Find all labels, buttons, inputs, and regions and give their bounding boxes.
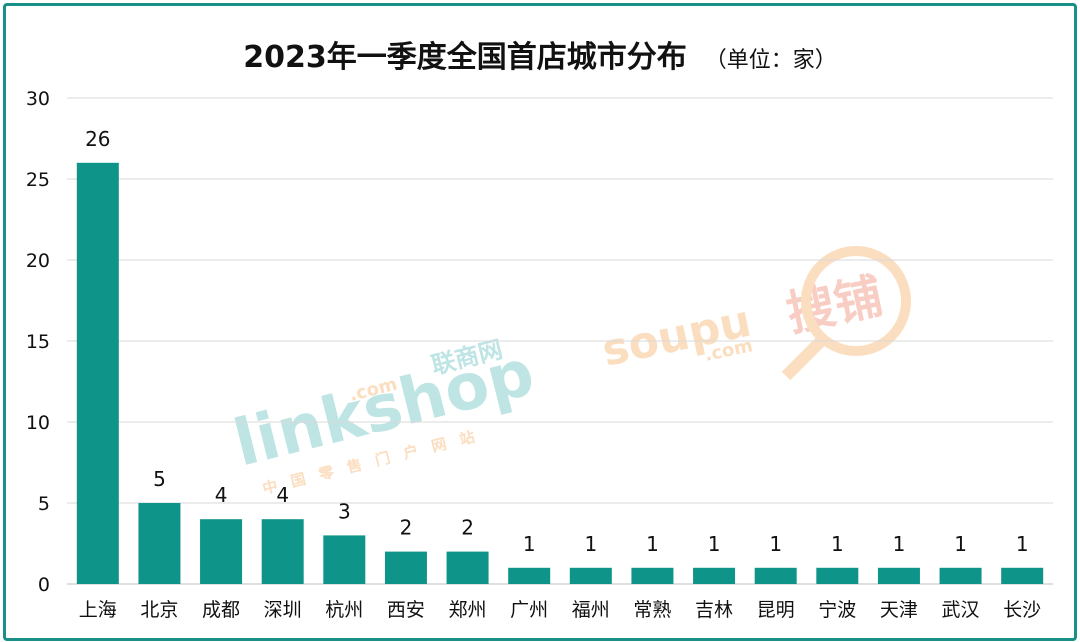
- data-label: 1: [893, 532, 906, 556]
- x-tick-label: 福州: [572, 599, 610, 621]
- data-labels: 26 5 4 4 3 2 2 1 1 1 1 1 1 1 1 1: [85, 127, 1028, 556]
- bar: [693, 567, 736, 584]
- bar: [569, 567, 612, 584]
- data-label: 1: [769, 532, 782, 556]
- data-label: 1: [584, 532, 597, 556]
- y-tick-label: 15: [26, 331, 50, 353]
- bar: [877, 567, 920, 584]
- magnifier-icon: [801, 246, 911, 356]
- bar: [76, 162, 119, 585]
- chart-frame: 2023年一季度全国首店城市分布 （单位：家） soupu .com 搜铺 lin…: [3, 3, 1077, 641]
- y-axis: 0 5 10 15 20 25 30: [26, 88, 50, 596]
- x-tick-label: 广州: [510, 599, 548, 621]
- bar: [631, 567, 674, 584]
- bar: [200, 519, 243, 584]
- bar: [384, 551, 427, 584]
- x-tick-label: 吉林: [695, 599, 733, 621]
- x-tick-label: 常熟: [633, 599, 671, 621]
- data-label: 1: [1016, 532, 1029, 556]
- x-tick-label: 宁波: [818, 599, 856, 621]
- bar: [754, 567, 797, 584]
- data-label: 2: [461, 516, 474, 540]
- y-tick-label: 10: [26, 412, 50, 434]
- chart-title: 2023年一季度全国首店城市分布: [243, 40, 687, 75]
- bar: [1001, 567, 1044, 584]
- bar-chart: soupu .com 搜铺 linkshop .com 联商网 中国零售门户网站…: [26, 88, 1053, 621]
- bar: [446, 551, 489, 584]
- grid-lines: [67, 97, 1053, 585]
- y-tick-label: 30: [26, 88, 50, 110]
- x-tick-label: 北京: [140, 599, 178, 621]
- bar: [138, 503, 181, 584]
- x-tick-label: 郑州: [449, 599, 487, 621]
- soupu-logo: soupu: [598, 296, 756, 377]
- x-tick-label: 昆明: [757, 599, 795, 621]
- x-tick-label: 杭州: [325, 599, 363, 621]
- x-tick-label: 武汉: [942, 599, 980, 621]
- bar: [939, 567, 982, 584]
- y-tick-label: 20: [26, 250, 50, 272]
- data-label: 2: [400, 516, 413, 540]
- linkshop-watermark: linkshop .com 联商网 中国零售门户网站: [227, 335, 541, 498]
- bar: [323, 535, 366, 584]
- x-axis: 上海 北京 成都 深圳 杭州 西安 郑州 广州 福州 常熟 吉林 昆明 宁波 天津 武汉 长沙: [79, 599, 1041, 621]
- data-label: 1: [831, 532, 844, 556]
- bar: [261, 519, 304, 584]
- chart-unit: （单位：家）: [704, 48, 837, 73]
- data-label: 1: [954, 532, 967, 556]
- bar: [816, 567, 859, 584]
- bar: [508, 567, 551, 584]
- y-tick-label: 25: [26, 169, 50, 191]
- data-label: 3: [338, 499, 351, 523]
- bars: [76, 162, 1044, 585]
- x-tick-label: 成都: [202, 599, 240, 621]
- data-label: 1: [523, 532, 536, 556]
- data-label: 4: [276, 483, 289, 507]
- data-label: 1: [646, 532, 659, 556]
- y-tick-label: 5: [38, 493, 50, 515]
- data-label: 4: [215, 483, 228, 507]
- chart-title-block: 2023年一季度全国首店城市分布 （单位：家）: [6, 32, 1074, 76]
- data-label: 26: [85, 127, 110, 151]
- data-label: 5: [153, 467, 166, 491]
- soupu-watermark: soupu .com 搜铺: [598, 246, 911, 381]
- magnifier-handle: [781, 336, 826, 381]
- x-tick-label: 天津: [880, 599, 918, 621]
- data-label: 1: [708, 532, 721, 556]
- y-tick-label: 0: [38, 574, 50, 596]
- x-tick-label: 西安: [387, 599, 425, 621]
- x-tick-label: 上海: [79, 599, 117, 621]
- x-tick-label: 深圳: [264, 599, 302, 621]
- soupu-cn: 搜铺: [782, 268, 888, 343]
- x-tick-label: 长沙: [1003, 599, 1041, 621]
